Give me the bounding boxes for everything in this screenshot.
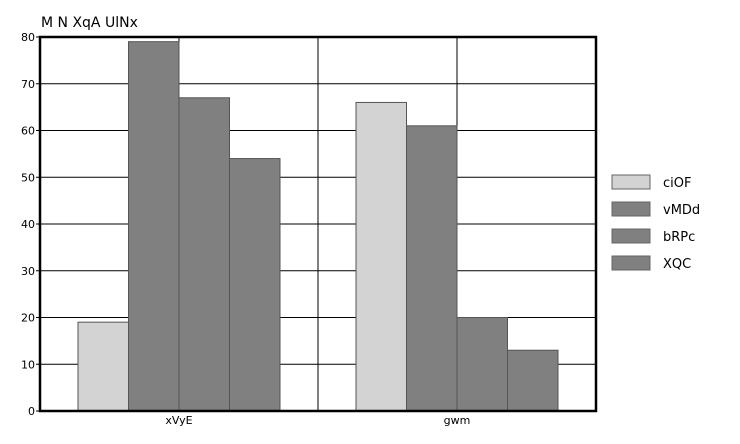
x-tick-label: gwm (444, 414, 471, 427)
bar-ciOF-xVyE (77, 321, 129, 412)
legend-swatch-XQC (611, 255, 651, 271)
legend-label-ciOF: ciOF (663, 176, 691, 191)
y-tick-label: 80 (21, 31, 35, 44)
y-tick-label: 50 (21, 171, 35, 184)
x-tick-label: xVyE (165, 414, 192, 427)
x-axis: xVyE gwm (165, 414, 470, 427)
legend-label-XQC: XQC (663, 257, 691, 272)
bar-ciOF-gwm (355, 101, 407, 412)
bar-bRPc-xVyE (178, 97, 230, 412)
legend-swatch-ciOF (611, 174, 651, 190)
y-tick-label: 30 (21, 265, 35, 278)
y-tick-label: 60 (21, 125, 35, 138)
legend-label-bRPc: bRPc (663, 230, 695, 245)
legend-swatch-bRPc (611, 228, 651, 244)
bar-vMDd-gwm (406, 125, 458, 412)
legend-label-vMDd: vMDd (663, 203, 700, 218)
y-tick-label: 20 (21, 312, 35, 325)
y-tick-label: 0 (28, 405, 35, 418)
legend: ciOF vMDd bRPc XQC (611, 174, 700, 272)
y-tick-label: 70 (21, 78, 35, 91)
y-tick-label: 10 (21, 358, 35, 371)
bar-bRPc-gwm (456, 317, 508, 412)
y-axis: 0 10 20 30 40 50 60 70 80 (21, 31, 40, 418)
bar-vMDd-xVyE (128, 41, 180, 412)
chart-title: M N XqA UlNx (41, 15, 138, 31)
legend-swatch-vMDd (611, 201, 651, 217)
y-tick-label: 40 (21, 218, 35, 231)
bar-XQC-gwm (507, 349, 559, 412)
bar-XQC-xVyE (229, 158, 281, 412)
